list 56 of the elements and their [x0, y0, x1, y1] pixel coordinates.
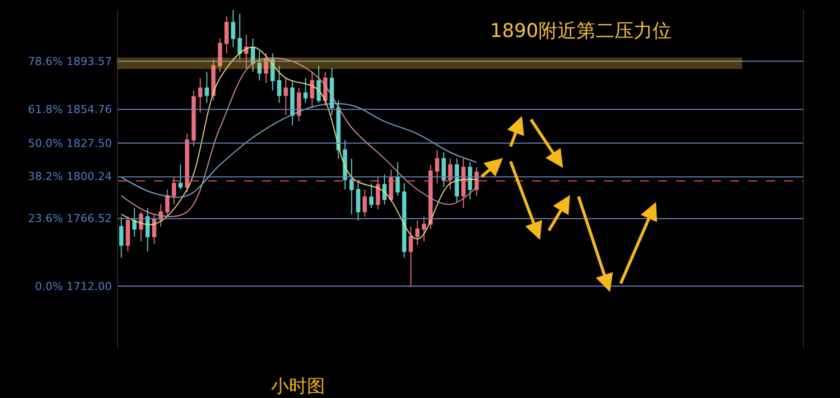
candlestick [250, 38, 256, 72]
candlestick [204, 71, 209, 104]
candlestick [184, 133, 190, 192]
candlestick [290, 80, 294, 126]
candlestick [303, 78, 308, 104]
candlestick [356, 179, 360, 221]
candlestick [146, 208, 150, 252]
ref-line-label: 78.6% 1893.57 [28, 55, 112, 68]
candlestick [270, 52, 275, 91]
candlestick [119, 216, 124, 258]
text: 小时图 [271, 376, 325, 397]
candlestick [244, 34, 248, 69]
candlestick [468, 162, 472, 200]
candlestick [231, 10, 236, 48]
candlestick [330, 68, 334, 116]
candlestick [238, 13, 242, 60]
candlestick [362, 189, 367, 218]
candlestick [257, 50, 262, 82]
band-label: 1890附近第二压力位 [490, 20, 672, 42]
candlestick [342, 140, 348, 190]
candlestick [461, 158, 466, 209]
candlestick [376, 176, 380, 210]
ref-line-label: 38.2% 1800.24 [28, 170, 112, 183]
candlestick [132, 208, 137, 238]
candlestick [296, 88, 302, 122]
candlestick [316, 65, 321, 104]
candlestick [277, 65, 282, 104]
candlestick [349, 158, 354, 215]
candlestick [165, 189, 170, 218]
candlestick [198, 78, 202, 114]
candlestick [435, 149, 440, 184]
candlestick [224, 16, 229, 54]
candlestick [172, 176, 176, 205]
candlestick [402, 182, 406, 258]
candlestick [382, 174, 387, 205]
ref-line-label: 50.0% 1827.50 [28, 137, 112, 150]
candlestick [442, 152, 446, 188]
ref-line-label: 61.8% 1854.76 [28, 103, 112, 116]
candlestick [152, 214, 156, 244]
candlestick [396, 162, 400, 196]
candlestick [454, 158, 459, 202]
candlestick [369, 182, 374, 209]
candlestick [126, 216, 130, 252]
candlestick [178, 164, 183, 190]
candlestick [448, 158, 452, 190]
ref-line-label: 0.0% 1712.00 [35, 280, 112, 293]
candlestick [192, 90, 196, 147]
candlestick [218, 38, 222, 72]
candlestick [211, 59, 216, 101]
candlestick [415, 220, 420, 246]
candlestick [264, 52, 268, 84]
ref-line-label: 23.6% 1766.52 [28, 212, 112, 225]
candlestick [284, 78, 288, 116]
candlestick [310, 71, 314, 108]
candlestick [408, 226, 413, 287]
candlestick [422, 216, 426, 242]
